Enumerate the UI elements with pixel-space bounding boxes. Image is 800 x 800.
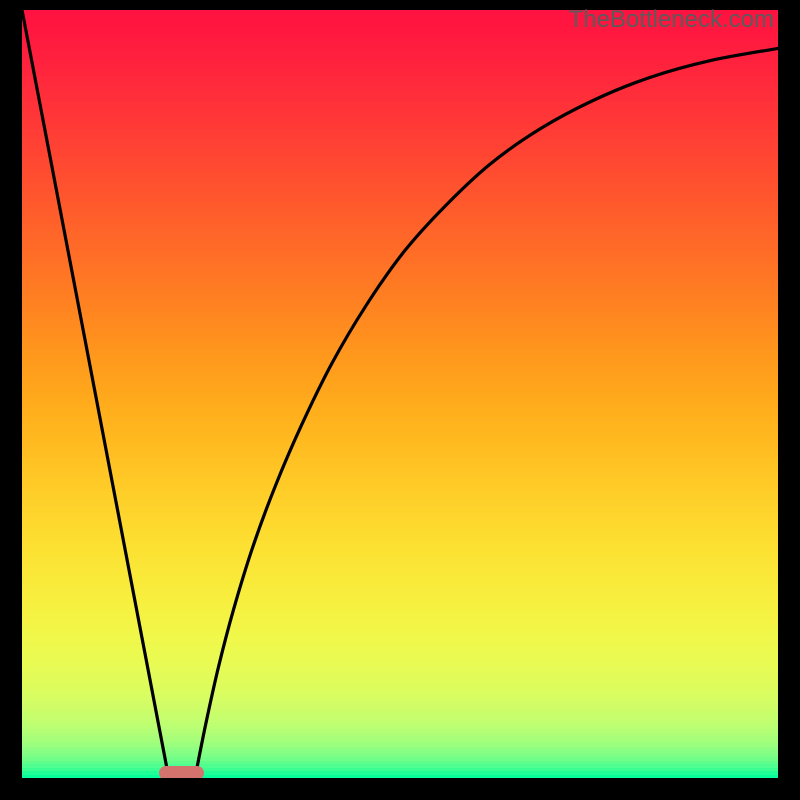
plot-area bbox=[22, 10, 778, 778]
bottleneck-marker bbox=[159, 766, 204, 778]
left-curve bbox=[22, 10, 168, 773]
right-curve bbox=[196, 48, 778, 773]
chart-container: TheBottleneck.com bbox=[0, 0, 800, 800]
curves-layer bbox=[22, 10, 778, 778]
watermark-text: TheBottleneck.com bbox=[569, 6, 774, 34]
